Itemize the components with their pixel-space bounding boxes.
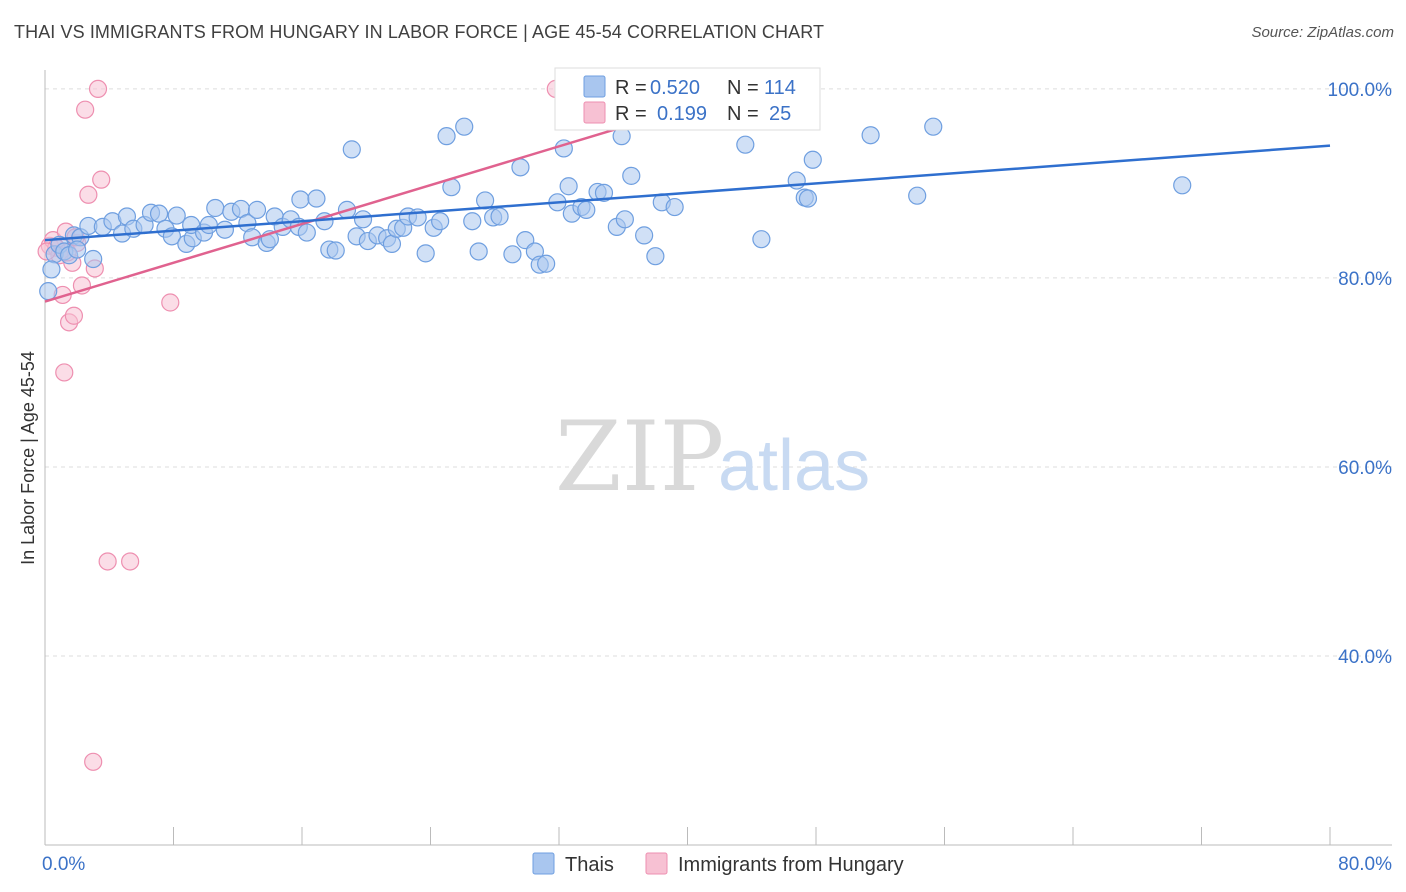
thai-point	[382, 234, 402, 254]
thai-point	[42, 260, 61, 279]
thai-point	[615, 210, 634, 229]
thai-r-value: 0.520	[650, 77, 700, 99]
thai-point	[646, 247, 665, 266]
hungary-n-label: N =	[727, 103, 759, 125]
hungary-legend-swatch	[583, 101, 606, 124]
thai-point	[635, 226, 654, 245]
y-tick-label: 40.0%	[1338, 647, 1392, 668]
tick-labels: 40.0% 60.0% 80.0% 100.0% 0.0% 80.0%	[42, 80, 1392, 875]
thai-point	[431, 212, 450, 231]
thai-point	[307, 189, 326, 208]
thai-point	[503, 245, 522, 264]
thai-point	[342, 140, 361, 159]
watermark-zip: ZIP	[555, 401, 724, 513]
hungary-point	[76, 100, 95, 119]
hungary-legend-swatch-bottom	[645, 852, 668, 875]
x-tick-label-max: 80.0%	[1338, 854, 1392, 875]
thai-trend-line	[44, 144, 1331, 242]
thai-point	[199, 215, 218, 235]
thai-point	[247, 200, 267, 219]
hungary-legend-label: Immigrants from Hungary	[678, 854, 904, 876]
thai-point	[149, 204, 169, 223]
thais-legend-label: Thais	[565, 854, 614, 876]
thai-point	[622, 166, 641, 185]
stats-legend: R = 0.520 N = 114 R = 0.199 N = 25	[554, 67, 821, 131]
y-tick-label: 60.0%	[1338, 458, 1392, 479]
thai-points	[39, 79, 1192, 301]
thai-point	[353, 210, 373, 229]
thai-point	[511, 158, 530, 177]
x-tick-label-min: 0.0%	[42, 854, 85, 875]
thai-legend-swatch	[583, 75, 606, 98]
thai-point	[297, 223, 316, 242]
thai-point	[437, 127, 456, 146]
y-tick-label: 100.0%	[1328, 80, 1393, 101]
thai-point	[594, 183, 614, 202]
thai-point	[577, 200, 596, 219]
thai-point	[463, 212, 482, 231]
thai-point	[665, 197, 684, 217]
thai-point	[798, 189, 818, 208]
hungary-point	[98, 552, 117, 571]
hungary-n-value: 25	[769, 103, 791, 125]
chart-title: THAI VS IMMIGRANTS FROM HUNGARY IN LABOR…	[14, 22, 825, 42]
thai-point	[291, 190, 310, 209]
thai-point	[215, 220, 234, 239]
thai-point	[68, 240, 87, 259]
series-legend: Thais Immigrants from Hungary	[532, 852, 904, 876]
thai-point	[469, 242, 488, 261]
thai-point	[908, 186, 927, 205]
hungary-points	[37, 79, 565, 771]
y-tick-label: 80.0%	[1338, 269, 1392, 290]
trend-lines	[44, 116, 1331, 303]
hungary-point	[79, 185, 98, 204]
thai-point	[787, 171, 806, 190]
hungary-point	[92, 170, 111, 189]
thais-legend-swatch	[532, 852, 555, 875]
thai-point	[924, 117, 943, 136]
axes	[44, 70, 1392, 846]
thai-point	[803, 150, 822, 169]
thai-point	[559, 177, 578, 196]
source-credit: Source: ZipAtlas.com	[1251, 24, 1394, 41]
thai-point	[84, 249, 103, 269]
watermark-atlas: atlas	[718, 426, 870, 506]
thai-point	[206, 198, 225, 218]
hungary-point	[121, 552, 140, 571]
thai-point	[1173, 176, 1192, 195]
thai-point	[416, 244, 435, 263]
thai-n-label: N =	[727, 77, 759, 99]
thai-r-label: R =	[615, 77, 647, 99]
hungary-trend-line	[44, 116, 656, 303]
thai-point	[490, 207, 509, 226]
hungary-point	[88, 79, 108, 99]
thai-point	[39, 282, 58, 301]
hungary-point	[161, 293, 180, 312]
thai-point	[326, 241, 345, 260]
gridlines	[45, 88, 1392, 657]
watermark: ZIP atlas	[555, 401, 870, 513]
hungary-r-value: 0.199	[657, 103, 707, 125]
thai-point	[861, 126, 880, 145]
thai-point	[455, 117, 474, 136]
hungary-point	[55, 363, 74, 382]
thai-point	[537, 254, 556, 273]
thai-point	[167, 206, 186, 225]
hungary-point	[84, 752, 103, 771]
thai-point	[752, 230, 771, 249]
hungary-r-label: R =	[615, 103, 647, 125]
y-axis-label: In Labor Force | Age 45-54	[18, 351, 38, 565]
thai-n-value: 114	[764, 77, 796, 99]
thai-point	[736, 135, 755, 154]
hungary-point	[64, 306, 84, 325]
